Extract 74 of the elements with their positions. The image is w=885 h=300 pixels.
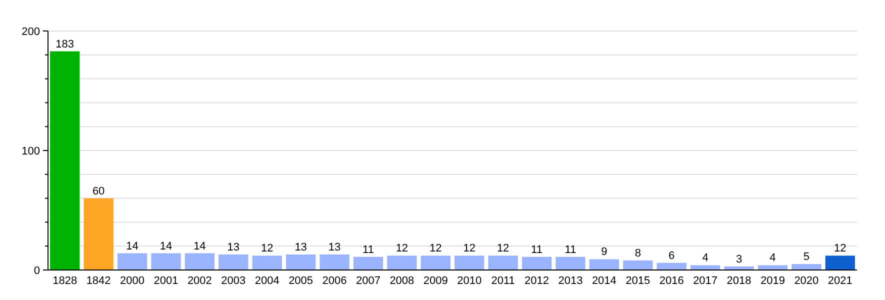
bar (387, 256, 417, 270)
data-label: 11 (362, 244, 374, 256)
x-tick-label: 2013 (558, 275, 583, 287)
x-tick-label: 2017 (693, 275, 718, 287)
bar (556, 256, 586, 270)
x-tick-label: 2008 (390, 275, 414, 287)
bar (623, 260, 653, 270)
x-tick-label: 2015 (626, 275, 650, 287)
x-tick-label: 2016 (659, 275, 684, 287)
data-label: 12 (496, 242, 510, 255)
bar (656, 262, 686, 270)
y-tick-label: 0 (34, 264, 40, 277)
data-label: 11 (564, 244, 576, 256)
x-tick-label: 2020 (794, 275, 819, 287)
x-tick-label: 2006 (322, 275, 347, 287)
x-tick-label: 2011 (491, 275, 515, 287)
data-label: 6 (668, 250, 675, 262)
data-label: 3 (736, 253, 742, 266)
data-label: 8 (634, 247, 641, 260)
bar (690, 265, 720, 270)
x-tick-label: 2014 (592, 275, 616, 287)
x-tick-label: 2012 (524, 275, 550, 287)
bar (184, 253, 215, 270)
data-label: 4 (770, 252, 776, 264)
x-tick-label: 2018 (726, 275, 752, 287)
x-tick-label: 2007 (356, 275, 380, 287)
bar (84, 198, 114, 270)
bar (353, 256, 384, 270)
data-label: 14 (126, 240, 138, 252)
x-tick-label: 2009 (423, 275, 448, 287)
data-label: 12 (396, 242, 408, 255)
data-label: 14 (160, 240, 172, 252)
bar (117, 253, 148, 270)
bar (320, 254, 350, 270)
x-tick-label: 2001 (154, 275, 178, 287)
x-tick-label: 1828 (52, 275, 78, 287)
bar (50, 51, 80, 270)
bar (792, 264, 822, 270)
x-tick-label: 2004 (254, 275, 280, 287)
data-label: 13 (227, 241, 240, 254)
data-label: 183 (56, 38, 74, 50)
x-tick-label: 2000 (120, 275, 145, 287)
data-label: 5 (803, 251, 810, 264)
bar (825, 256, 855, 270)
y-tick-label: 100 (22, 145, 40, 158)
bar (454, 256, 484, 270)
data-label: 60 (92, 185, 105, 198)
bar (420, 256, 450, 270)
x-tick-label: 2005 (288, 275, 314, 287)
x-tick-label: 2010 (457, 275, 482, 287)
bar (522, 256, 552, 270)
bar (758, 265, 788, 270)
data-label: 4 (702, 252, 708, 264)
data-label: 12 (430, 242, 442, 255)
data-label: 11 (531, 244, 542, 256)
bar (589, 259, 620, 270)
data-label: 9 (601, 246, 608, 258)
x-tick-label: 2003 (221, 275, 246, 287)
data-label: 12 (260, 242, 274, 255)
bar (252, 256, 282, 270)
bar (151, 253, 181, 270)
x-tick-label: 2021 (828, 275, 852, 287)
data-label: 13 (294, 241, 307, 254)
data-label: 12 (463, 242, 476, 255)
bar (286, 254, 316, 270)
y-tick-label: 200 (22, 26, 40, 38)
data-label: 12 (834, 242, 846, 255)
x-tick-label: 2019 (760, 275, 785, 287)
bar (488, 256, 518, 270)
x-tick-label: 2002 (187, 275, 212, 287)
bar (218, 254, 248, 270)
x-tick-label: 1842 (86, 275, 111, 287)
data-label: 14 (194, 240, 206, 252)
data-label: 13 (328, 241, 341, 254)
